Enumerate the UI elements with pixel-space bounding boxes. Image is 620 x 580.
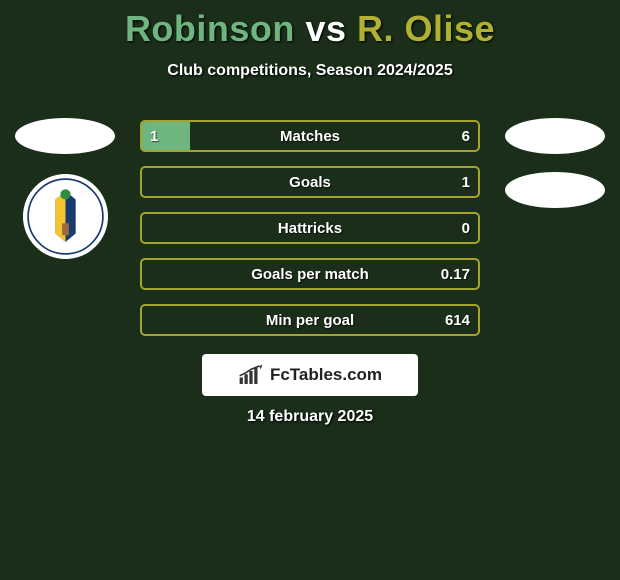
date-text: 14 february 2025 xyxy=(0,408,620,426)
right-column xyxy=(500,118,610,208)
brand-icon xyxy=(238,364,264,386)
brand-text: FcTables.com xyxy=(270,365,382,385)
stat-row-matches: 1Matches6 xyxy=(140,120,480,152)
stat-row-min-per-goal: Min per goal614 xyxy=(140,304,480,336)
player2-name: R. Olise xyxy=(357,8,495,49)
stat-right-value: 6 xyxy=(462,128,470,145)
player1-name: Robinson xyxy=(125,8,295,49)
player2-oval-top xyxy=(505,118,605,154)
comparison-title: Robinson vs R. Olise xyxy=(0,0,620,50)
stat-label: Goals per match xyxy=(142,266,478,283)
stat-row-hattricks: Hattricks0 xyxy=(140,212,480,244)
stat-row-goals: Goals1 xyxy=(140,166,480,198)
stat-label: Min per goal xyxy=(142,312,478,329)
player1-crest xyxy=(23,174,108,259)
stat-right-value: 0 xyxy=(462,220,470,237)
stat-label: Goals xyxy=(142,174,478,191)
brand-box: FcTables.com xyxy=(202,354,418,396)
subtitle: Club competitions, Season 2024/2025 xyxy=(0,62,620,80)
stat-label: Matches xyxy=(142,128,478,145)
title-vs: vs xyxy=(305,8,346,49)
player1-oval xyxy=(15,118,115,154)
player2-oval-bottom xyxy=(505,172,605,208)
left-column xyxy=(10,118,120,259)
stat-right-value: 0.17 xyxy=(441,266,470,283)
stat-right-value: 1 xyxy=(462,174,470,191)
stat-right-value: 614 xyxy=(445,312,470,329)
stat-row-goals-per-match: Goals per match0.17 xyxy=(140,258,480,290)
stat-label: Hattricks xyxy=(142,220,478,237)
stats-bars: 1Matches6Goals1Hattricks0Goals per match… xyxy=(140,120,480,350)
